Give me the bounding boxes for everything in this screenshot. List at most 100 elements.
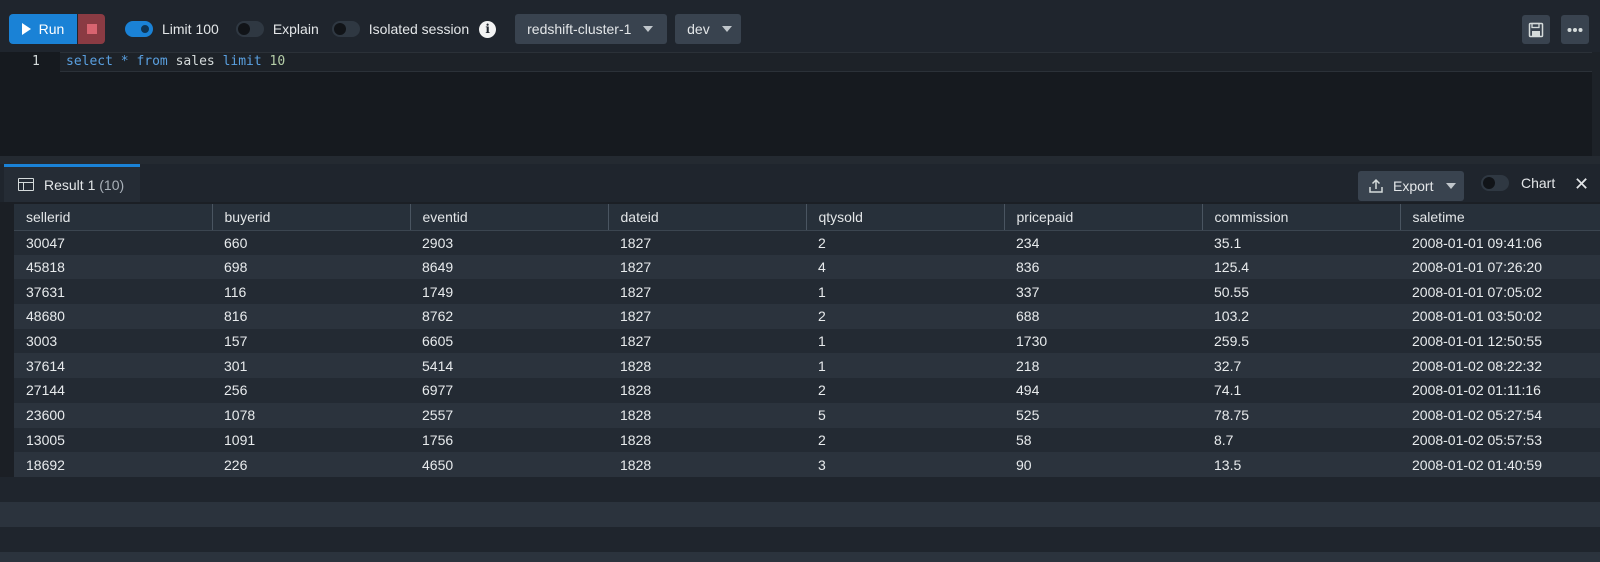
table-cell-eventid[interactable]: 1756 <box>410 427 608 453</box>
table-cell-eventid[interactable]: 2903 <box>410 230 608 255</box>
cluster-select[interactable]: redshift-cluster-1 <box>515 14 668 44</box>
table-cell-saletime[interactable]: 2008-01-02 05:57:53 <box>1400 427 1600 453</box>
table-cell-commission[interactable]: 8.7 <box>1202 427 1400 453</box>
table-cell-saletime[interactable]: 2008-01-02 01:11:16 <box>1400 378 1600 403</box>
table-cell-sellerid[interactable]: 37631 <box>14 279 212 305</box>
table-cell-commission[interactable]: 125.4 <box>1202 254 1400 280</box>
table-row[interactable]: 3003 157 6605 1827 1 1730 259.5 2008-01-01 12:5… <box>14 328 1600 354</box>
database-select[interactable]: dev <box>675 14 742 44</box>
table-cell-dateid[interactable]: 1827 <box>608 304 806 329</box>
column-header-eventid[interactable]: eventid <box>410 204 609 231</box>
table-cell-eventid[interactable]: 4650 <box>410 452 608 477</box>
chart-toggle[interactable] <box>1481 175 1509 191</box>
table-cell-commission[interactable]: 13.5 <box>1202 452 1400 477</box>
table-cell-dateid[interactable]: 1828 <box>608 402 806 428</box>
explain-toggle[interactable] <box>235 21 264 37</box>
table-cell-qtysold[interactable]: 5 <box>806 402 1004 428</box>
table-cell-commission[interactable]: 103.2 <box>1202 304 1400 329</box>
table-row[interactable]: 37631 116 1749 1827 1 337 50.55 2008-01-01 07:0… <box>14 279 1600 305</box>
table-cell-sellerid[interactable]: 37614 <box>14 353 212 379</box>
column-header-buyerid[interactable]: buyerid <box>212 204 411 231</box>
table-cell-dateid[interactable]: 1828 <box>608 378 806 403</box>
limit-toggle[interactable] <box>125 21 153 37</box>
table-row[interactable]: 23600 1078 2557 1828 5 525 78.75 2008-01-02 05:… <box>14 402 1600 428</box>
table-cell-buyerid[interactable]: 698 <box>212 254 410 280</box>
table-cell-dateid[interactable]: 1828 <box>608 452 806 477</box>
table-cell-commission[interactable]: 35.1 <box>1202 230 1400 255</box>
table-cell-saletime[interactable]: 2008-01-02 08:22:32 <box>1400 353 1600 379</box>
column-header-pricepaid[interactable]: pricepaid <box>1004 204 1203 231</box>
isolated-session-toggle[interactable] <box>331 21 360 37</box>
table-cell-commission[interactable]: 74.1 <box>1202 378 1400 403</box>
editor-scrollbar[interactable] <box>1592 52 1600 156</box>
table-cell-qtysold[interactable]: 1 <box>806 279 1004 305</box>
table-cell-eventid[interactable]: 2557 <box>410 402 608 428</box>
table-row[interactable]: 13005 1091 1756 1828 2 58 8.7 2008-01-02 05:57:… <box>14 427 1600 453</box>
save-button[interactable] <box>1522 15 1550 44</box>
table-cell-saletime[interactable]: 2008-01-01 09:41:06 <box>1400 230 1600 255</box>
info-icon[interactable]: i <box>479 20 497 38</box>
run-button[interactable]: Run <box>9 14 77 44</box>
table-cell-buyerid[interactable]: 816 <box>212 304 410 329</box>
table-cell-pricepaid[interactable]: 90 <box>1004 452 1202 477</box>
table-row[interactable]: 18692 226 4650 1828 3 90 13.5 2008-01-02 01:40:… <box>14 452 1600 477</box>
table-cell-saletime[interactable]: 2008-01-01 07:26:20 <box>1400 254 1600 280</box>
table-cell-buyerid[interactable]: 226 <box>212 452 410 477</box>
table-cell-saletime[interactable]: 2008-01-02 01:40:59 <box>1400 452 1600 477</box>
table-cell-saletime[interactable]: 2008-01-01 12:50:55 <box>1400 328 1600 354</box>
table-cell-sellerid[interactable]: 30047 <box>14 230 212 255</box>
close-icon[interactable]: ✕ <box>1574 174 1590 194</box>
table-cell-dateid[interactable]: 1827 <box>608 328 806 354</box>
table-cell-pricepaid[interactable]: 58 <box>1004 427 1202 453</box>
panel-resize-handle[interactable] <box>0 156 1600 164</box>
table-cell-dateid[interactable]: 1828 <box>608 427 806 453</box>
table-cell-buyerid[interactable]: 1078 <box>212 402 410 428</box>
table-cell-buyerid[interactable]: 256 <box>212 378 410 403</box>
table-cell-qtysold[interactable]: 2 <box>806 304 1004 329</box>
table-cell-pricepaid[interactable]: 1730 <box>1004 328 1202 354</box>
table-cell-sellerid[interactable]: 13005 <box>14 427 212 453</box>
table-cell-eventid[interactable]: 6977 <box>410 378 608 403</box>
export-button[interactable]: Export <box>1358 171 1464 201</box>
table-cell-saletime[interactable]: 2008-01-01 07:05:02 <box>1400 279 1600 305</box>
table-cell-pricepaid[interactable]: 494 <box>1004 378 1202 403</box>
table-cell-commission[interactable]: 50.55 <box>1202 279 1400 305</box>
table-row[interactable]: 37614 301 5414 1828 1 218 32.7 2008-01-02 08:22… <box>14 353 1600 379</box>
table-cell-sellerid[interactable]: 45818 <box>14 254 212 280</box>
more-options-button[interactable] <box>1561 15 1589 44</box>
table-cell-pricepaid[interactable]: 525 <box>1004 402 1202 428</box>
table-cell-commission[interactable]: 78.75 <box>1202 402 1400 428</box>
table-cell-sellerid[interactable]: 27144 <box>14 378 212 403</box>
table-cell-commission[interactable]: 259.5 <box>1202 328 1400 354</box>
query-text[interactable]: select * from sales limit 10 <box>66 54 285 69</box>
sql-editor[interactable]: 1 select * from sales limit 10 <box>0 52 1600 156</box>
table-cell-qtysold[interactable]: 3 <box>806 452 1004 477</box>
table-cell-dateid[interactable]: 1828 <box>608 353 806 379</box>
table-cell-pricepaid[interactable]: 218 <box>1004 353 1202 379</box>
table-row[interactable]: 27144 256 6977 1828 2 494 74.1 2008-01-02 01:11… <box>14 378 1600 403</box>
table-cell-eventid[interactable]: 6605 <box>410 328 608 354</box>
table-cell-saletime[interactable]: 2008-01-02 05:27:54 <box>1400 402 1600 428</box>
table-cell-eventid[interactable]: 8649 <box>410 254 608 280</box>
table-cell-qtysold[interactable]: 2 <box>806 378 1004 403</box>
table-cell-buyerid[interactable]: 116 <box>212 279 410 305</box>
table-cell-dateid[interactable]: 1827 <box>608 254 806 280</box>
table-cell-buyerid[interactable]: 660 <box>212 230 410 255</box>
column-header-qtysold[interactable]: qtysold <box>806 204 1005 231</box>
table-cell-qtysold[interactable]: 2 <box>806 427 1004 453</box>
table-cell-sellerid[interactable]: 48680 <box>14 304 212 329</box>
table-cell-dateid[interactable]: 1827 <box>608 279 806 305</box>
table-cell-pricepaid[interactable]: 836 <box>1004 254 1202 280</box>
table-cell-buyerid[interactable]: 301 <box>212 353 410 379</box>
table-cell-commission[interactable]: 32.7 <box>1202 353 1400 379</box>
table-cell-qtysold[interactable]: 1 <box>806 353 1004 379</box>
tab-result-1[interactable]: Result 1 (10) <box>4 164 140 202</box>
table-cell-qtysold[interactable]: 4 <box>806 254 1004 280</box>
column-header-sellerid[interactable]: sellerid <box>14 204 213 231</box>
table-cell-qtysold[interactable]: 1 <box>806 328 1004 354</box>
table-cell-buyerid[interactable]: 157 <box>212 328 410 354</box>
table-cell-sellerid[interactable]: 23600 <box>14 402 212 428</box>
table-cell-pricepaid[interactable]: 688 <box>1004 304 1202 329</box>
table-cell-pricepaid[interactable]: 234 <box>1004 230 1202 255</box>
stop-button[interactable] <box>78 14 105 44</box>
